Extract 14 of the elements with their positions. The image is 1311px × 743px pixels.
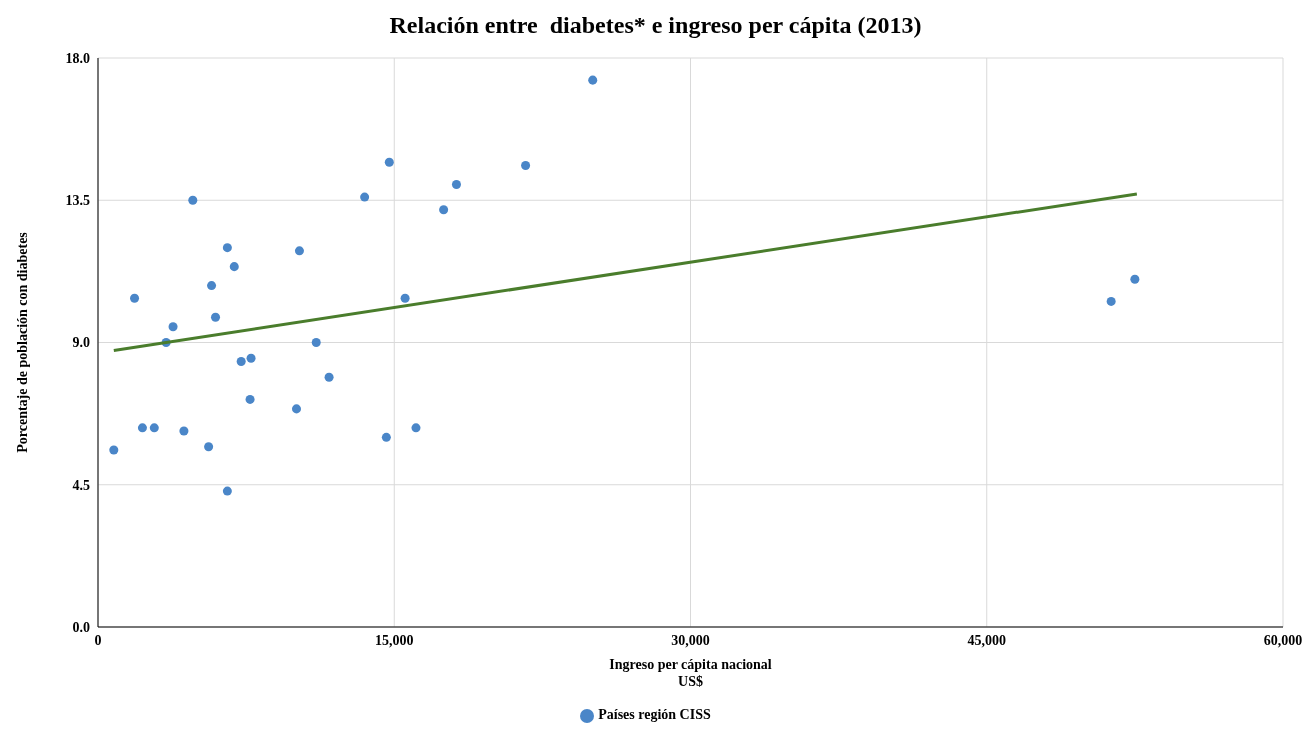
- x-tick-label: 45,000: [967, 632, 1006, 648]
- y-tick-label: 0.0: [72, 619, 90, 635]
- x-tick-label: 30,000: [671, 632, 710, 648]
- y-tick-label: 18.0: [65, 50, 90, 66]
- x-tick-label: 60,000: [1263, 632, 1303, 648]
- y-tick-label: 9.0: [72, 335, 90, 351]
- y-tick-label: 4.5: [72, 477, 90, 493]
- x-tick-label: 15,000: [375, 632, 414, 648]
- chart-title: Relación entre diabetes* e ingreso per cápita (2013): [388, 11, 923, 40]
- legend-label: Países región CISS: [598, 707, 711, 722]
- y-tick-label: 13.5: [65, 193, 90, 209]
- x-axis-title: Ingreso per cápita nacional US$: [609, 657, 772, 689]
- y-axis-title: Porcentaje de población con diabetes: [14, 231, 30, 453]
- x-tick-label: 0: [94, 632, 102, 648]
